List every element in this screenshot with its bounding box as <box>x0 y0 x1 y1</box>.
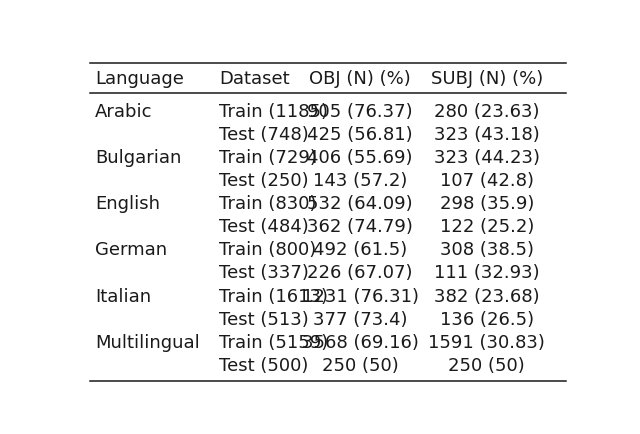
Text: 298 (35.9): 298 (35.9) <box>440 195 534 213</box>
Text: Test (748): Test (748) <box>219 126 308 144</box>
Text: Multilingual: Multilingual <box>95 333 200 351</box>
Text: Train (729): Train (729) <box>219 149 317 167</box>
Text: German: German <box>95 241 167 259</box>
Text: Train (830): Train (830) <box>219 195 316 213</box>
Text: 425 (56.81): 425 (56.81) <box>307 126 413 144</box>
Text: Italian: Italian <box>95 287 151 305</box>
Text: 226 (67.07): 226 (67.07) <box>307 264 413 282</box>
Text: Train (1185): Train (1185) <box>219 103 328 121</box>
Text: 308 (38.5): 308 (38.5) <box>440 241 534 259</box>
Text: Test (513): Test (513) <box>219 310 308 328</box>
Text: 377 (73.4): 377 (73.4) <box>313 310 408 328</box>
Text: Train (5159): Train (5159) <box>219 333 328 351</box>
Text: Arabic: Arabic <box>95 103 152 121</box>
Text: 136 (26.5): 136 (26.5) <box>440 310 534 328</box>
Text: 492 (61.5): 492 (61.5) <box>313 241 408 259</box>
Text: Test (500): Test (500) <box>219 356 308 374</box>
Text: Train (1613): Train (1613) <box>219 287 328 305</box>
Text: 323 (43.18): 323 (43.18) <box>434 126 540 144</box>
Text: 250 (50): 250 (50) <box>449 356 525 374</box>
Text: 111 (32.93): 111 (32.93) <box>434 264 540 282</box>
Text: Dataset: Dataset <box>219 70 289 88</box>
Text: OBJ (N) (%): OBJ (N) (%) <box>309 70 411 88</box>
Text: 107 (42.8): 107 (42.8) <box>440 172 534 190</box>
Text: 323 (44.23): 323 (44.23) <box>434 149 540 167</box>
Text: 122 (25.2): 122 (25.2) <box>440 218 534 236</box>
Text: 382 (23.68): 382 (23.68) <box>434 287 540 305</box>
Text: 905 (76.37): 905 (76.37) <box>307 103 413 121</box>
Text: 280 (23.63): 280 (23.63) <box>434 103 540 121</box>
Text: Test (250): Test (250) <box>219 172 308 190</box>
Text: 3568 (69.16): 3568 (69.16) <box>302 333 419 351</box>
Text: 250 (50): 250 (50) <box>322 356 399 374</box>
Text: Train (800): Train (800) <box>219 241 316 259</box>
Text: Bulgarian: Bulgarian <box>95 149 181 167</box>
Text: 532 (64.09): 532 (64.09) <box>307 195 413 213</box>
Text: English: English <box>95 195 160 213</box>
Text: Test (484): Test (484) <box>219 218 308 236</box>
Text: 362 (74.79): 362 (74.79) <box>307 218 413 236</box>
Text: 406 (55.69): 406 (55.69) <box>307 149 413 167</box>
Text: Language: Language <box>95 70 184 88</box>
Text: 1591 (30.83): 1591 (30.83) <box>428 333 545 351</box>
Text: 1231 (76.31): 1231 (76.31) <box>301 287 419 305</box>
Text: Test (337): Test (337) <box>219 264 308 282</box>
Text: 143 (57.2): 143 (57.2) <box>313 172 408 190</box>
Text: SUBJ (N) (%): SUBJ (N) (%) <box>431 70 543 88</box>
